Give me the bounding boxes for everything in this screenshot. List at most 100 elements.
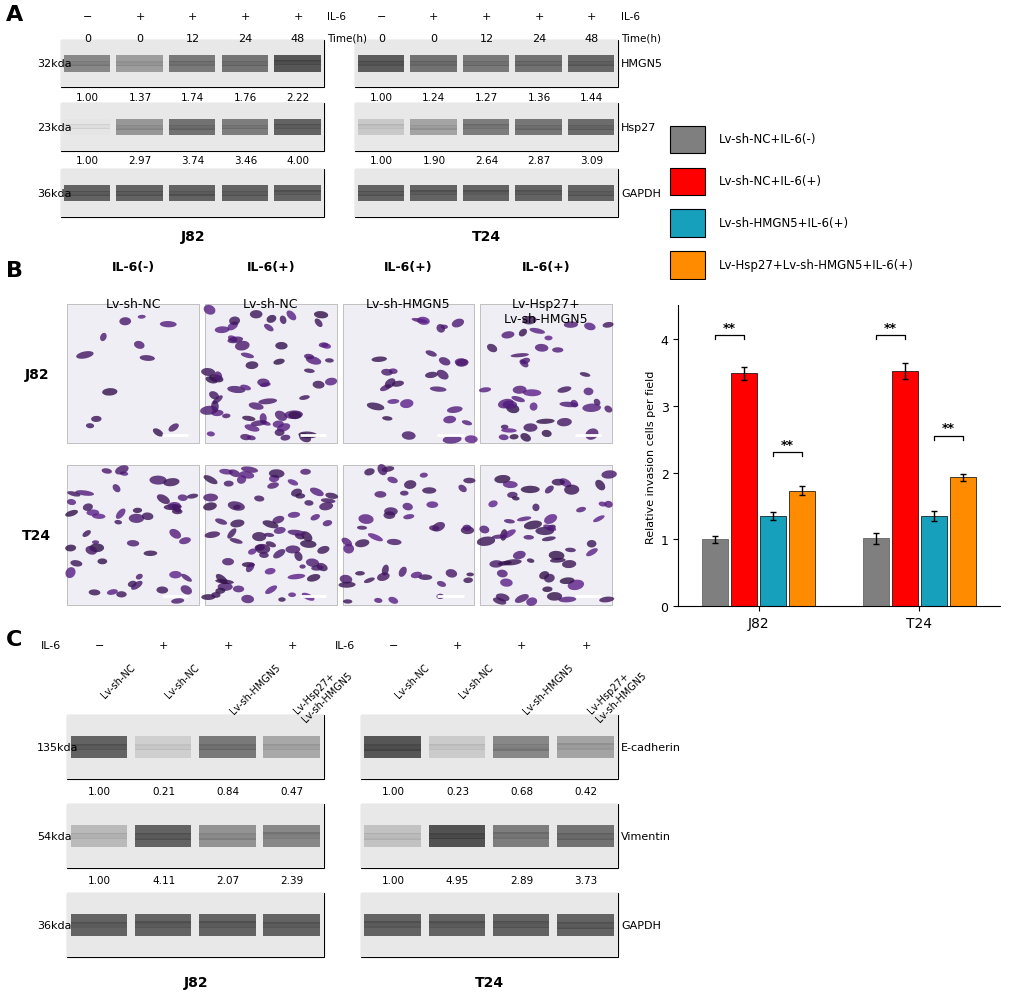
Ellipse shape xyxy=(168,424,178,432)
Bar xyxy=(568,193,613,196)
Ellipse shape xyxy=(536,419,554,424)
Ellipse shape xyxy=(249,403,263,410)
Text: 12: 12 xyxy=(479,33,493,43)
Bar xyxy=(556,833,613,840)
Ellipse shape xyxy=(300,469,311,475)
Ellipse shape xyxy=(401,432,415,440)
Text: 1.76: 1.76 xyxy=(233,92,257,102)
Bar xyxy=(169,63,215,66)
Bar xyxy=(463,193,508,196)
Ellipse shape xyxy=(420,473,427,478)
Ellipse shape xyxy=(102,389,117,396)
Bar xyxy=(64,125,110,129)
Bar xyxy=(271,41,324,88)
Ellipse shape xyxy=(503,520,515,524)
Bar xyxy=(199,744,256,750)
Text: 1.24: 1.24 xyxy=(422,92,445,102)
Bar xyxy=(61,171,324,218)
Bar xyxy=(166,41,219,88)
Ellipse shape xyxy=(306,559,319,568)
Bar xyxy=(114,104,166,151)
Ellipse shape xyxy=(436,594,443,600)
Ellipse shape xyxy=(317,547,329,555)
Bar xyxy=(274,125,320,130)
Ellipse shape xyxy=(168,503,180,511)
Ellipse shape xyxy=(126,541,140,547)
Ellipse shape xyxy=(304,354,314,360)
Bar xyxy=(169,186,215,203)
Bar xyxy=(364,923,421,928)
Ellipse shape xyxy=(163,478,179,486)
Ellipse shape xyxy=(546,593,561,601)
Bar xyxy=(428,745,485,750)
Bar xyxy=(114,171,166,218)
Bar xyxy=(565,41,618,88)
Ellipse shape xyxy=(461,527,474,535)
Ellipse shape xyxy=(425,351,436,357)
Text: IL-6: IL-6 xyxy=(621,12,640,22)
Bar xyxy=(556,834,613,840)
Ellipse shape xyxy=(227,502,245,512)
Bar xyxy=(463,63,508,65)
Bar xyxy=(568,119,613,136)
Bar xyxy=(731,374,756,607)
Ellipse shape xyxy=(325,359,333,363)
Ellipse shape xyxy=(254,496,264,503)
Bar xyxy=(408,41,460,88)
Ellipse shape xyxy=(310,515,320,521)
Bar xyxy=(166,171,219,218)
Bar xyxy=(489,715,553,779)
Bar xyxy=(410,186,457,203)
Text: 36kda: 36kda xyxy=(37,189,71,199)
Ellipse shape xyxy=(204,475,217,484)
Ellipse shape xyxy=(355,572,365,576)
Ellipse shape xyxy=(499,530,506,542)
Bar xyxy=(553,894,618,957)
Ellipse shape xyxy=(211,410,223,417)
Ellipse shape xyxy=(371,357,386,363)
Text: +: + xyxy=(223,641,232,651)
Ellipse shape xyxy=(541,537,555,542)
Ellipse shape xyxy=(275,343,287,350)
Ellipse shape xyxy=(443,416,455,424)
Bar xyxy=(135,834,192,840)
Bar xyxy=(61,41,114,88)
Ellipse shape xyxy=(501,332,514,339)
Ellipse shape xyxy=(557,387,571,393)
Bar xyxy=(70,925,127,928)
Bar xyxy=(410,192,457,197)
Text: Lv-Hsp27+
Lv-sh-HMGN5: Lv-Hsp27+ Lv-sh-HMGN5 xyxy=(291,662,354,724)
Ellipse shape xyxy=(83,504,93,512)
Text: 2.22: 2.22 xyxy=(286,92,310,102)
Bar xyxy=(463,119,508,136)
Bar xyxy=(920,517,946,607)
Text: +: + xyxy=(293,12,303,22)
Bar xyxy=(358,193,404,196)
Ellipse shape xyxy=(115,465,128,475)
Text: +: + xyxy=(581,641,590,651)
Bar xyxy=(274,126,320,128)
Bar xyxy=(361,715,618,779)
Ellipse shape xyxy=(381,565,388,576)
Ellipse shape xyxy=(321,498,335,504)
Text: Time(h): Time(h) xyxy=(327,33,367,43)
Bar xyxy=(568,62,613,66)
Bar xyxy=(221,192,268,197)
Ellipse shape xyxy=(382,416,392,421)
Bar xyxy=(556,914,613,937)
Bar xyxy=(199,833,256,841)
Bar xyxy=(358,126,404,129)
Text: −: − xyxy=(376,12,385,22)
Ellipse shape xyxy=(542,587,552,593)
Bar xyxy=(70,832,127,840)
Bar xyxy=(410,193,457,197)
Bar xyxy=(463,62,508,66)
Ellipse shape xyxy=(215,580,233,585)
Ellipse shape xyxy=(86,547,97,555)
Ellipse shape xyxy=(171,599,184,604)
Bar xyxy=(364,914,421,937)
Bar xyxy=(135,925,192,928)
Ellipse shape xyxy=(399,399,413,408)
Ellipse shape xyxy=(499,579,513,587)
Ellipse shape xyxy=(207,432,215,437)
